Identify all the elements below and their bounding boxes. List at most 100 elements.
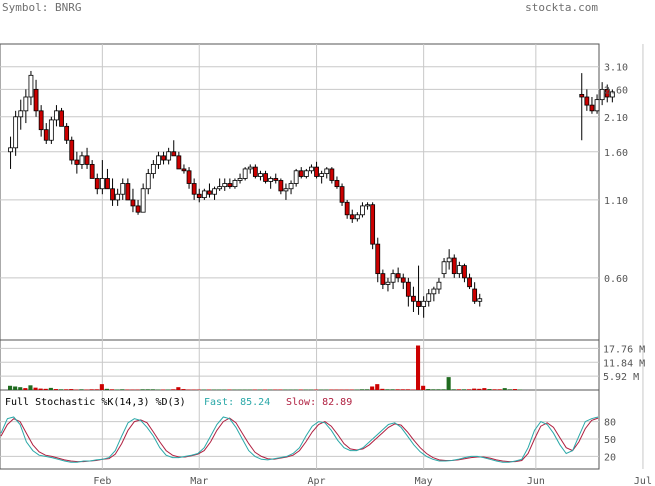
volume-bar: [120, 389, 125, 390]
volume-bar: [222, 389, 227, 391]
candle-body: [411, 295, 416, 302]
volume-bar: [303, 389, 308, 391]
candle-body: [48, 119, 54, 141]
candle-body: [268, 178, 274, 182]
candle-body: [207, 190, 212, 195]
candle-body: [135, 205, 141, 213]
candle-body: [23, 96, 29, 112]
volume-bar: [472, 388, 477, 390]
volume-bar: [288, 389, 293, 391]
candle-body: [278, 180, 284, 192]
candle-body: [421, 300, 427, 307]
volume-bar: [365, 389, 370, 390]
candle-body: [94, 178, 100, 190]
candle-body: [130, 199, 136, 207]
volume-bar: [99, 384, 104, 390]
candle-body: [242, 168, 248, 179]
volume-bar: [441, 389, 446, 390]
volume-bar: [13, 386, 18, 390]
candle-body: [293, 170, 299, 184]
volume-bar: [507, 389, 512, 390]
volume-bar: [492, 389, 497, 390]
x-tick-label: Feb: [93, 476, 111, 486]
x-tick-label: May: [415, 476, 433, 486]
price-tick-label: 1.10: [604, 196, 628, 207]
volume-bar: [28, 385, 33, 390]
candle-body: [589, 104, 595, 112]
candle-body: [467, 277, 472, 288]
volume-bar: [344, 389, 349, 391]
stochastic-tick-label: 50: [604, 435, 616, 446]
volume-bar: [268, 389, 273, 391]
volume-bar: [84, 389, 89, 391]
candle-body: [579, 93, 585, 98]
candle-body: [28, 74, 34, 98]
symbol-label: Symbol: BNRG: [2, 1, 81, 14]
volume-bar: [416, 345, 421, 390]
volume-bar: [89, 389, 94, 390]
candle-body: [431, 288, 437, 295]
stochastic-layer: [0, 416, 599, 463]
volume-tick-label: 11.84 M: [603, 358, 645, 369]
candle-body: [196, 193, 202, 199]
candle-body: [472, 288, 478, 302]
volume-bar: [74, 389, 79, 391]
volume-bar: [400, 389, 405, 390]
volume-bar: [298, 389, 303, 391]
volume-bar: [247, 389, 252, 391]
x-tick-label: Apr: [308, 476, 326, 486]
candle-body: [360, 205, 365, 216]
volume-tick-label: 5.92 M: [603, 372, 639, 383]
volume-bar: [150, 389, 155, 390]
x-tick-label: Jul: [634, 476, 652, 486]
candle-body: [161, 155, 166, 161]
candle-body: [33, 88, 39, 112]
volume-bar: [502, 388, 507, 390]
x-tick-label: Jun: [527, 476, 545, 486]
stochastic-tick-label: 80: [604, 418, 616, 429]
candle-body: [74, 159, 80, 165]
volume-bar: [421, 385, 426, 390]
candle-body: [380, 273, 386, 285]
candle-body: [43, 129, 49, 141]
volume-bar: [181, 389, 186, 390]
candle-body: [385, 281, 391, 285]
candle-body: [181, 168, 187, 172]
volume-bar: [293, 389, 298, 391]
volume-bar: [176, 387, 181, 390]
candle-body: [150, 164, 156, 175]
candle-body: [349, 214, 355, 220]
candle-body: [441, 261, 447, 275]
volume-bar: [186, 389, 191, 391]
candle-body: [212, 188, 217, 195]
candle-body: [365, 204, 370, 207]
stochastic-tick-label: 20: [604, 452, 616, 463]
axis-layer: Feb Mar Apr May Jun Jul 3.10 2.60 2.10 1.60 1.10 0.…: [93, 63, 652, 486]
volume-bar: [395, 389, 400, 390]
volume-bar: [487, 389, 492, 390]
volume-bar: [48, 387, 53, 390]
price-tick-label: 1.60: [604, 148, 628, 159]
volume-bar: [354, 389, 359, 391]
candle-body: [140, 188, 146, 213]
candle-body: [436, 281, 442, 290]
candle-body: [599, 88, 605, 101]
volume-tick-label: 17.76 M: [603, 344, 645, 355]
candle-body: [18, 110, 24, 118]
volume-bar: [69, 389, 74, 390]
candle-body: [339, 186, 345, 203]
candle-body: [171, 151, 177, 157]
candle-body: [446, 257, 452, 263]
candle-body: [64, 125, 70, 141]
candle-body: [217, 186, 223, 190]
volume-bar: [467, 389, 472, 390]
volume-bar: [59, 389, 64, 390]
volume-bar: [242, 389, 247, 391]
candle-body: [110, 188, 115, 201]
candle-body: [59, 110, 64, 127]
volume-bar: [308, 389, 313, 391]
volume-bar: [477, 388, 482, 390]
candle-body: [115, 193, 121, 201]
candle-body: [609, 91, 615, 98]
volume-bar: [33, 387, 38, 390]
